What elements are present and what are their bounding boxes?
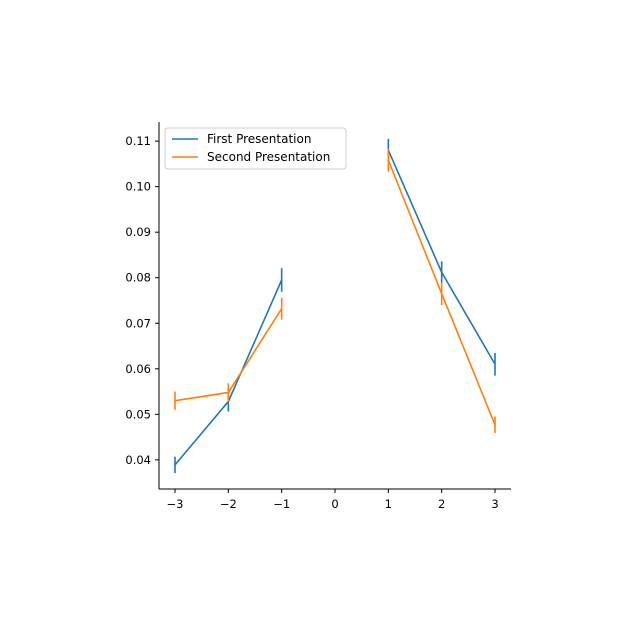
series-layer: [174, 138, 496, 474]
legend: First Presentation Second Presentation: [164, 127, 347, 170]
y-tick-label: 0.05: [125, 407, 151, 421]
y-tick-label: 0.04: [125, 453, 151, 467]
y-tick-label: 0.11: [125, 134, 151, 148]
legend-label: Second Presentation: [207, 150, 330, 164]
y-tick-label: 0.06: [125, 362, 151, 376]
axes: [158, 122, 511, 490]
x-tick-label: 2: [438, 497, 445, 511]
ticks: −3 −2 −1 0 1 2 3 0.04 0.05 0.06 0.07 0.08 0.09 0.10 0.…: [125, 134, 498, 511]
x-tick-label: 1: [385, 497, 392, 511]
x-tick-label: 3: [491, 497, 498, 511]
x-tick-label: −1: [273, 497, 290, 511]
y-tick-label: 0.09: [125, 225, 151, 239]
x-tick-label: −2: [220, 497, 237, 511]
series-second-presentation: [174, 148, 496, 433]
series-line: [174, 279, 283, 466]
y-tick-label: 0.08: [125, 271, 151, 285]
legend-label: First Presentation: [207, 132, 311, 146]
legend-frame: [164, 127, 347, 170]
x-tick-label: 0: [331, 497, 338, 511]
x-tick-label: −3: [167, 497, 184, 511]
y-tick-label: 0.07: [125, 316, 151, 330]
y-tick-label: 0.10: [125, 180, 151, 194]
series-line: [387, 149, 496, 365]
